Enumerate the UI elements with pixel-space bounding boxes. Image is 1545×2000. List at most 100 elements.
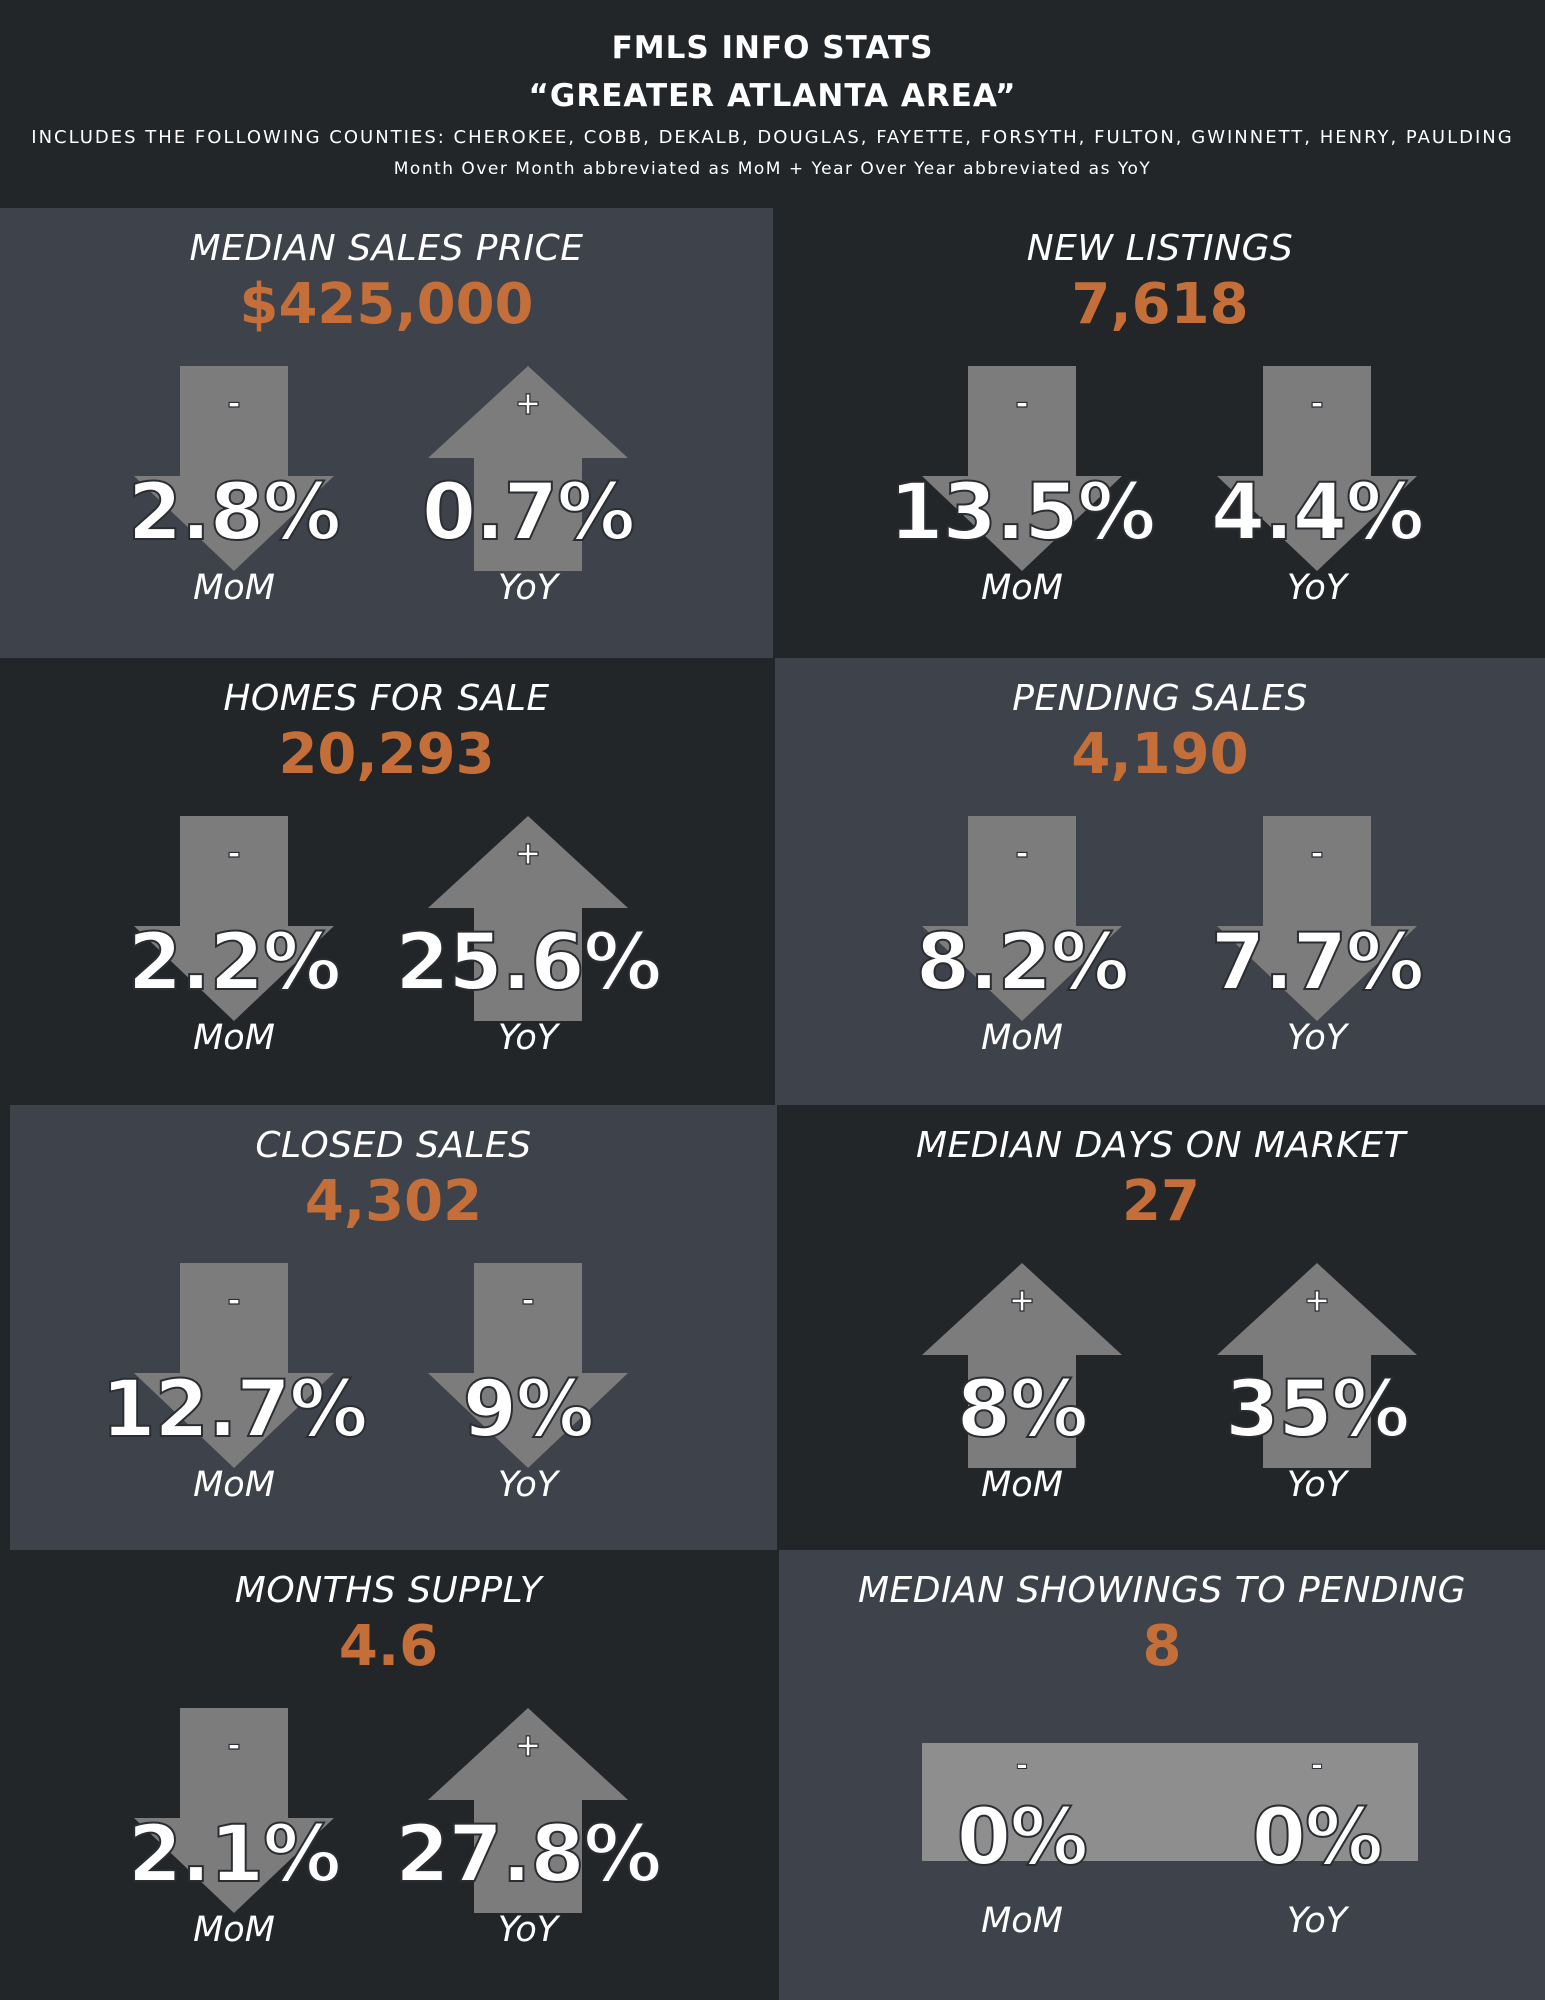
homes-for-sale-panel: HOMES FOR SALE 20,293 - 2.2% MoM +25.6% YoY (0, 658, 773, 1105)
pending-sales-panel: PENDING SALES 4,190 - 8.2% MoM - 7.7% YoY (775, 658, 1545, 1105)
months-supply-yoy-percent: 27.8% (394, 1809, 663, 1901)
closed-sales-yoy-label: YoY (497, 1465, 559, 1505)
pending-sales-value: 4,190 (1071, 722, 1249, 787)
closed-sales-title: CLOSED SALES (255, 1125, 532, 1166)
new-listings-title: NEW LISTINGS (1026, 228, 1294, 269)
months-supply-title: MONTHS SUPPLY (234, 1570, 543, 1611)
pending-sales-yoy-arrow-down-icon: - (1217, 816, 1417, 1021)
closed-sales-mom-label: MoM (193, 1465, 275, 1505)
months-supply-mom-stat: - 2.1% MoM (84, 1708, 384, 1968)
new-listings-mom-stat: - 13.5% MoM (872, 366, 1172, 626)
median-sales-price-panel: MEDIAN SALES PRICE $425,000 - 2.8% MoM +0.7% Y… (0, 208, 773, 658)
homes-for-sale-yoy-stat: +25.6% YoY (378, 816, 678, 1076)
median-sales-price-mom-arrow-down-icon: - (134, 366, 334, 571)
homes-for-sale-value: 20,293 (278, 722, 495, 787)
median-sales-price-mom-percent: 2.8% (127, 467, 342, 559)
new-listings-yoy-stat: - 4.4% YoY (1167, 366, 1467, 626)
median-days-on-market-panel: MEDIAN DAYS ON MARKET 27 +8% MoM +35% YoY (777, 1105, 1545, 1550)
homes-for-sale-mom-stat: - 2.2% MoM (84, 816, 384, 1076)
closed-sales-yoy-percent: 9% (462, 1364, 595, 1456)
homes-for-sale-yoy-arrow-up-icon: + (428, 816, 628, 1021)
closed-sales-mom-percent: 12.7% (100, 1364, 369, 1456)
months-supply-mom-arrow-down-icon: - (134, 1708, 334, 1913)
median-showings-to-pending-yoy-percent: 0% (1251, 1792, 1384, 1884)
header: FMLS INFO STATS “GREATER ATLANTA AREA” I… (0, 0, 1545, 208)
median-days-on-market-yoy-arrow-up-icon: + (1217, 1263, 1417, 1468)
median-showings-to-pending-flat-bar-icon (922, 1743, 1418, 1861)
pending-sales-mom-label: MoM (981, 1018, 1063, 1058)
homes-for-sale-mom-sign: - (227, 834, 240, 872)
median-days-on-market-value: 27 (1122, 1169, 1200, 1234)
new-listings-yoy-sign: - (1310, 384, 1323, 422)
months-supply-value: 4.6 (338, 1614, 439, 1679)
pending-sales-mom-percent: 8.2% (915, 917, 1130, 1009)
median-days-on-market-yoy-label: YoY (1286, 1465, 1348, 1505)
new-listings-mom-percent: 13.5% (888, 467, 1157, 559)
median-showings-to-pending-yoy-stat: - 0% YoY (1167, 1708, 1467, 1968)
pending-sales-mom-arrow-down-icon: - (922, 816, 1122, 1021)
new-listings-yoy-percent: 4.4% (1210, 467, 1425, 559)
median-showings-to-pending-mom-sign: - (1015, 1748, 1029, 1784)
median-sales-price-title: MEDIAN SALES PRICE (189, 228, 584, 269)
closed-sales-yoy-sign: - (521, 1281, 534, 1319)
median-showings-to-pending-mom-label: MoM (981, 1901, 1063, 1941)
area-title: “GREATER ATLANTA AREA” (528, 78, 1017, 114)
median-days-on-market-yoy-sign: + (1304, 1281, 1331, 1319)
homes-for-sale-mom-percent: 2.2% (127, 917, 342, 1009)
months-supply-yoy-arrow-up-icon: + (428, 1708, 628, 1913)
median-days-on-market-mom-sign: + (1009, 1281, 1036, 1319)
new-listings-yoy-label: YoY (1286, 568, 1348, 608)
pending-sales-yoy-percent: 7.7% (1210, 917, 1425, 1009)
median-showings-to-pending-yoy-label: YoY (1286, 1901, 1348, 1941)
homes-for-sale-yoy-sign: + (515, 834, 542, 872)
new-listings-value: 7,618 (1071, 272, 1249, 337)
homes-for-sale-yoy-label: YoY (497, 1018, 559, 1058)
pending-sales-yoy-sign: - (1310, 834, 1323, 872)
closed-sales-mom-stat: - 12.7% MoM (84, 1263, 384, 1523)
pending-sales-title: PENDING SALES (1012, 678, 1308, 719)
median-days-on-market-mom-percent: 8% (956, 1364, 1089, 1456)
median-showings-to-pending-mom-stat: - 0% MoM (872, 1708, 1172, 1968)
pending-sales-mom-sign: - (1015, 834, 1028, 872)
counties-note: INCLUDES THE FOLLOWING COUNTIES: CHEROKE… (31, 127, 1514, 148)
page-title: FMLS INFO STATS (611, 30, 934, 66)
homes-for-sale-yoy-percent: 25.6% (394, 917, 663, 1009)
new-listings-mom-arrow-down-icon: - (922, 366, 1122, 571)
median-sales-price-mom-label: MoM (193, 568, 275, 608)
closed-sales-panel: CLOSED SALES 4,302 - 12.7% MoM - 9% YoY (10, 1105, 777, 1550)
closed-sales-value: 4,302 (304, 1169, 483, 1234)
median-showings-to-pending-title: MEDIAN SHOWINGS TO PENDING (857, 1570, 1467, 1611)
median-sales-price-mom-sign: - (227, 384, 240, 422)
median-sales-price-yoy-percent: 0.7% (421, 467, 636, 559)
median-days-on-market-yoy-stat: +35% YoY (1167, 1263, 1467, 1523)
new-listings-mom-label: MoM (981, 568, 1063, 608)
homes-for-sale-mom-arrow-down-icon: - (134, 816, 334, 1021)
closed-sales-yoy-arrow-down-icon: - (428, 1263, 628, 1468)
median-sales-price-value: $425,000 (239, 272, 534, 337)
months-supply-panel: MONTHS SUPPLY 4.6 - 2.1% MoM +27.8% YoY (0, 1550, 777, 2000)
median-showings-to-pending-mom-percent: 0% (956, 1792, 1089, 1884)
closed-sales-mom-arrow-down-icon: - (134, 1263, 334, 1468)
median-sales-price-yoy-sign: + (515, 384, 542, 422)
median-days-on-market-mom-label: MoM (981, 1465, 1063, 1505)
pending-sales-mom-stat: - 8.2% MoM (872, 816, 1172, 1076)
median-sales-price-yoy-label: YoY (497, 568, 559, 608)
closed-sales-mom-sign: - (227, 1281, 240, 1319)
median-sales-price-yoy-arrow-up-icon: + (428, 366, 628, 571)
abbreviation-note: Month Over Month abbreviated as MoM + Ye… (393, 159, 1152, 179)
median-showings-to-pending-value: 8 (1142, 1614, 1182, 1679)
pending-sales-yoy-label: YoY (1286, 1018, 1348, 1058)
median-sales-price-mom-stat: - 2.8% MoM (84, 366, 384, 626)
median-showings-to-pending-yoy-sign: - (1310, 1748, 1324, 1784)
months-supply-mom-label: MoM (193, 1910, 275, 1950)
median-days-on-market-title: MEDIAN DAYS ON MARKET (915, 1125, 1407, 1166)
closed-sales-yoy-stat: - 9% YoY (378, 1263, 678, 1523)
median-sales-price-yoy-stat: +0.7% YoY (378, 366, 678, 626)
months-supply-yoy-sign: + (515, 1726, 542, 1764)
months-supply-mom-percent: 2.1% (127, 1809, 342, 1901)
homes-for-sale-title: HOMES FOR SALE (223, 678, 550, 719)
median-days-on-market-mom-stat: +8% MoM (872, 1263, 1172, 1523)
median-days-on-market-yoy-percent: 35% (1224, 1364, 1411, 1456)
months-supply-yoy-label: YoY (497, 1910, 559, 1950)
new-listings-panel: NEW LISTINGS 7,618 - 13.5% MoM - 4.4% YoY (775, 208, 1545, 658)
